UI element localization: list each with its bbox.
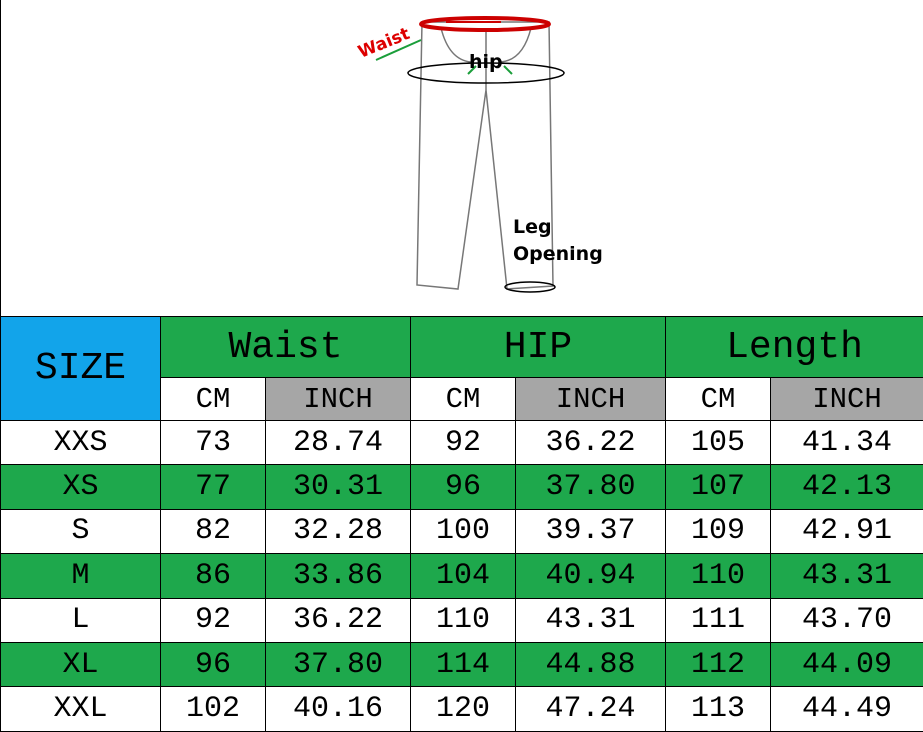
measure-cell: 105 xyxy=(666,421,771,465)
measure-cell: 37.80 xyxy=(266,642,411,686)
group-header: HIP xyxy=(411,317,666,378)
measure-cell: 120 xyxy=(411,687,516,731)
measure-cell: 42.91 xyxy=(771,509,923,553)
measure-cell: 40.94 xyxy=(516,554,666,598)
unit-header: INCH xyxy=(266,378,411,421)
measure-cell: 40.16 xyxy=(266,687,411,731)
measure-cell: 41.34 xyxy=(771,421,923,465)
measure-cell: 44.88 xyxy=(516,642,666,686)
size-cell: M xyxy=(1,554,161,598)
measure-cell: 112 xyxy=(666,642,771,686)
measure-cell: 28.74 xyxy=(266,421,411,465)
unit-header: INCH xyxy=(771,378,923,421)
unit-header: CM xyxy=(161,378,266,421)
size-header: SIZE xyxy=(1,317,161,421)
size-cell: S xyxy=(1,509,161,553)
measure-cell: 107 xyxy=(666,465,771,509)
waist-band xyxy=(421,18,549,30)
group-header: Length xyxy=(666,317,923,378)
size-cell: XXS xyxy=(1,421,161,465)
size-cell: XL xyxy=(1,642,161,686)
measure-cell: 73 xyxy=(161,421,266,465)
size-cell: XXL xyxy=(1,687,161,731)
size-cell: L xyxy=(1,598,161,642)
measure-cell: 47.24 xyxy=(516,687,666,731)
diagram-area: Waist hip Leg Opening xyxy=(0,0,923,316)
measure-cell: 109 xyxy=(666,509,771,553)
measure-cell: 36.22 xyxy=(516,421,666,465)
leg-label: Leg xyxy=(513,216,552,238)
measure-cell: 114 xyxy=(411,642,516,686)
measure-cell: 104 xyxy=(411,554,516,598)
measure-cell: 92 xyxy=(411,421,516,465)
measure-cell: 44.49 xyxy=(771,687,923,731)
measure-cell: 92 xyxy=(161,598,266,642)
measure-cell: 111 xyxy=(666,598,771,642)
hip-label: hip xyxy=(469,51,503,73)
measure-cell: 96 xyxy=(161,642,266,686)
measure-cell: 77 xyxy=(161,465,266,509)
unit-header: CM xyxy=(666,378,771,421)
measure-cell: 42.13 xyxy=(771,465,923,509)
size-cell: XS xyxy=(1,465,161,509)
measure-cell: 37.80 xyxy=(516,465,666,509)
measure-cell: 30.31 xyxy=(266,465,411,509)
measure-cell: 82 xyxy=(161,509,266,553)
measure-cell: 110 xyxy=(666,554,771,598)
unit-header: INCH xyxy=(516,378,666,421)
group-header: Waist xyxy=(161,317,411,378)
measure-cell: 36.22 xyxy=(266,598,411,642)
measure-cell: 96 xyxy=(411,465,516,509)
measure-cell: 110 xyxy=(411,598,516,642)
measure-cell: 44.09 xyxy=(771,642,923,686)
measure-cell: 100 xyxy=(411,509,516,553)
measure-cell: 43.31 xyxy=(771,554,923,598)
measure-cell: 32.28 xyxy=(266,509,411,553)
measure-cell: 43.31 xyxy=(516,598,666,642)
hip-pointer-right xyxy=(504,66,512,74)
measure-cell: 86 xyxy=(161,554,266,598)
measure-cell: 39.37 xyxy=(516,509,666,553)
measure-cell: 113 xyxy=(666,687,771,731)
measure-cell: 43.70 xyxy=(771,598,923,642)
unit-header: CM xyxy=(411,378,516,421)
opening-label: Opening xyxy=(513,243,603,265)
measure-cell: 102 xyxy=(161,687,266,731)
measure-cell: 33.86 xyxy=(266,554,411,598)
pants-diagram: Waist hip Leg Opening xyxy=(1,0,923,316)
